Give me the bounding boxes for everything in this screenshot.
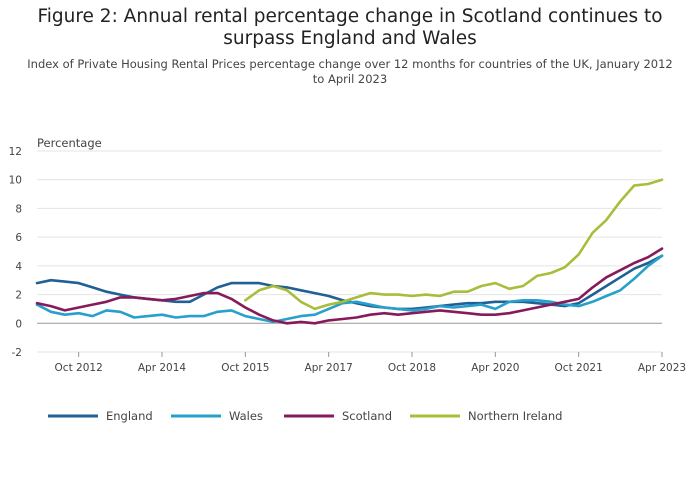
y-tick-label: 12 [9,146,22,158]
x-tick-label: Apr 2023 [638,362,686,374]
y-axis-label: Percentage [37,136,102,150]
legend-label-wales: Wales [229,409,263,423]
chart-subtitle: Index of Private Housing Rental Prices p… [27,57,673,86]
y-axis: -2 0 2 4 6 8 10 12 [9,146,23,359]
chart-title: Figure 2: Annual rental percentage chang… [37,6,663,49]
y-tick-label: -2 [12,347,22,359]
x-tick-label: Oct 2015 [221,362,269,374]
x-tick-label: Apr 2017 [305,362,353,374]
gridlines [37,150,662,353]
legend-label-scotland: Scotland [342,409,392,423]
series-lines [35,178,664,325]
x-axis: Oct 2012 Apr 2014 Oct 2015 Apr 2017 Oct 2018… [55,352,686,374]
y-tick-label: 6 [15,232,22,244]
x-tick-label: Oct 2018 [388,362,436,374]
y-tick-label: 2 [15,290,22,302]
y-tick-label: 8 [15,203,22,215]
legend-label-england: England [106,409,153,423]
x-tick-label: Oct 2021 [555,362,603,374]
series-line-northern-ireland [244,178,664,311]
legend-label-northern-ireland: Northern Ireland [468,409,562,423]
x-tick-label: Oct 2012 [55,362,103,374]
y-tick-label: 4 [15,261,22,273]
y-tick-label: 10 [9,175,22,187]
x-tick-label: Apr 2014 [138,362,187,374]
legend: England Wales Scotland Northern Ireland [48,409,562,423]
series-line-scotland [35,247,664,325]
y-tick-label: 0 [15,318,22,330]
x-tick-label: Apr 2020 [471,362,519,374]
